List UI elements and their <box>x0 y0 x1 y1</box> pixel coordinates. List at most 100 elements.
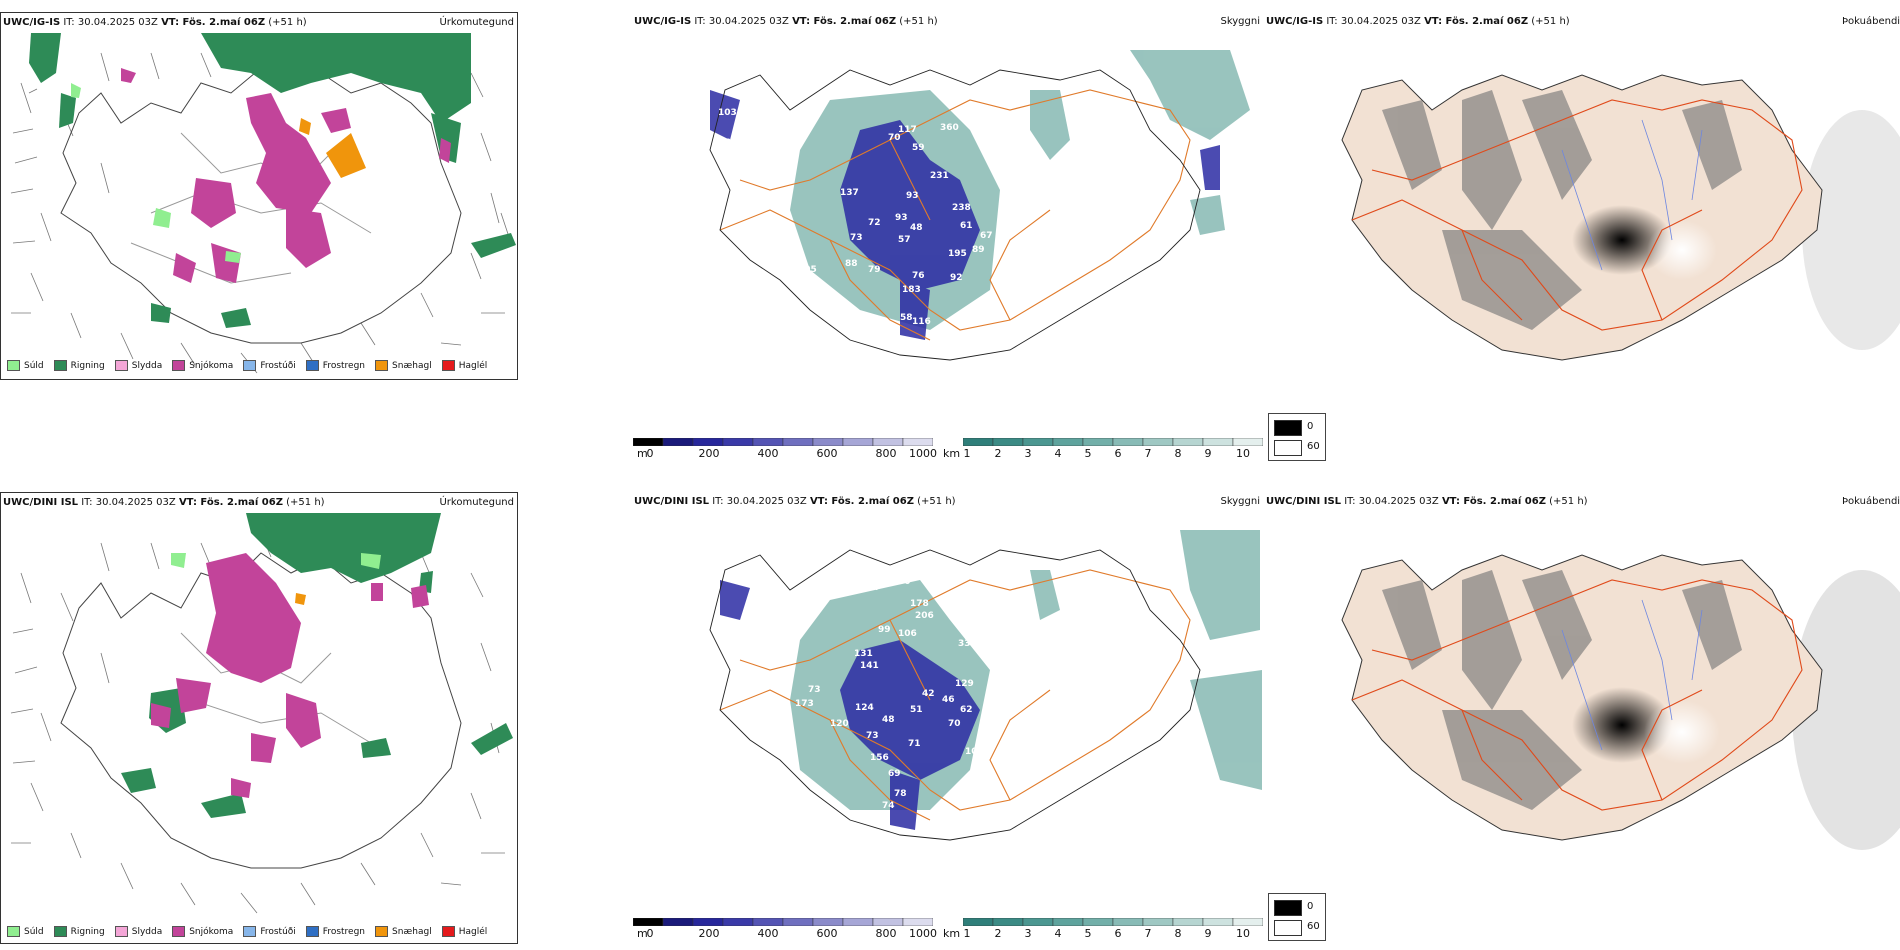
colorbar-tick: 2 <box>994 927 1002 940</box>
colorbar-tick: 6 <box>1114 447 1122 460</box>
legend-item: Snjókoma <box>172 926 233 937</box>
station-label: 104 <box>965 747 984 757</box>
colorbar-swatch <box>1142 918 1174 926</box>
legend-item: Haglél <box>441 926 488 937</box>
colorbar-swatch <box>1082 438 1114 446</box>
colorbar-swatch <box>902 438 933 446</box>
colorbar-swatch <box>722 918 754 926</box>
colorbar-swatch <box>872 918 904 926</box>
fog-legend-value: 0 <box>1307 421 1314 432</box>
station-label: 79 <box>868 265 881 275</box>
colorbar-swatch <box>902 918 933 926</box>
colorbar-swatch <box>1202 438 1234 446</box>
precip-panel-bottom: UWC/DINI ISL IT: 30.04.2025 03Z VT: Fös.… <box>0 492 518 944</box>
model-name: UWC/DINI ISL <box>3 497 79 508</box>
legend-item: Rigning <box>53 926 105 937</box>
drizzle-areas <box>171 553 381 569</box>
station-label: 137 <box>840 188 859 198</box>
legend-label: Slydda <box>131 926 163 937</box>
colorbar-tick: 8 <box>1174 447 1182 460</box>
fog-legend-bottom: 0 60 <box>1268 893 1326 941</box>
legend-swatch <box>305 360 319 371</box>
lead-time: (+51 h) <box>1549 496 1588 507</box>
rivers <box>1561 119 1703 271</box>
station-label: 102 <box>760 613 779 623</box>
valid-time: VT: Fös. 2.maí 06Z <box>178 497 283 508</box>
legend-item: Snæhagl <box>375 926 432 937</box>
legend-label: Slydda <box>131 360 163 371</box>
lead-time: (+51 h) <box>899 16 938 27</box>
station-label: 141 <box>860 661 879 671</box>
colorbar-tick: 7 <box>1144 447 1152 460</box>
station-label: 51 <box>910 705 923 715</box>
visibility-panel-top: UWC/IG-IS IT: 30.04.2025 03Z VT: Fös. 2.… <box>630 12 1262 452</box>
colorbar-tick: 7 <box>1144 927 1152 940</box>
precip-panel-top: UWC/IG-IS IT: 30.04.2025 03Z VT: Fös. 2.… <box>0 12 518 380</box>
panel-corner-label: Þokuábendi <box>1842 16 1900 27</box>
colorbar-swatch <box>633 918 664 926</box>
precip-legend: Súld Rigning Slydda Snjókoma Frostúði Fr… <box>7 926 487 937</box>
legend-item: Frostregn <box>305 926 365 937</box>
coastline <box>709 549 1201 841</box>
station-label: 360 <box>940 123 959 133</box>
station-label: 238 <box>952 203 971 213</box>
panel-title: UWC/IG-IS IT: 30.04.2025 03Z VT: Fös. 2.… <box>1266 16 1570 27</box>
fog-legend-value: 60 <box>1307 441 1320 452</box>
colorbar-unit: m <box>637 927 648 940</box>
legend-item: Frostúði <box>243 360 296 371</box>
fog-legend-swatch <box>1274 420 1302 436</box>
cloudbase-colorbar-top: m 0 200 400 600 800 1000 <box>633 438 937 462</box>
colorbar-tick: 2 <box>994 447 1002 460</box>
colorbar-tick: 200 <box>698 447 720 460</box>
station-label: 129 <box>955 679 974 689</box>
station-label: 334 <box>958 639 977 649</box>
legend-swatch <box>375 926 389 937</box>
legend-label: Snjókoma <box>189 926 234 937</box>
legend-label: Haglél <box>458 926 488 937</box>
station-label: 124 <box>855 703 874 713</box>
model-name: UWC/IG-IS <box>1266 16 1324 27</box>
model-name: UWC/DINI ISL <box>634 496 710 507</box>
station-label: 88 <box>845 259 858 269</box>
terrain-shading <box>1382 570 1742 810</box>
roads <box>1351 99 1803 331</box>
station-label: 116 <box>912 317 931 327</box>
legend-label: Snjókoma <box>189 360 234 371</box>
colorbar-tick: 200 <box>698 927 720 940</box>
colorbar-swatch <box>1082 918 1114 926</box>
snow-pellet-areas <box>295 593 306 605</box>
station-label: 98 <box>1050 531 1063 541</box>
legend-item: Slydda <box>114 926 163 937</box>
panel-corner-label: Úrkomutegund <box>439 17 514 28</box>
legend-swatch <box>243 926 257 937</box>
visibility-panel-bottom: UWC/DINI ISL IT: 30.04.2025 03Z VT: Fös.… <box>630 492 1262 912</box>
station-label: 73 <box>866 731 879 741</box>
colorbar-swatch <box>633 438 664 446</box>
station-label: 78 <box>894 789 907 799</box>
valid-time: VT: Fös. 2.maí 06Z <box>809 496 914 507</box>
colorbar-swatch <box>692 918 724 926</box>
roads <box>1351 579 1803 811</box>
cloudbase-shading <box>710 90 1220 340</box>
colorbar-swatch <box>662 438 694 446</box>
valid-time: VT: Fös. 2.maí 06Z <box>161 17 266 28</box>
colorbar-tick: 600 <box>816 447 838 460</box>
cloudbase-shading <box>720 580 980 830</box>
station-label: 106 <box>898 629 917 639</box>
visibility-colorbar-top: km 1 2 3 4 5 6 7 8 9 10 <box>943 438 1263 462</box>
legend-swatch <box>7 360 20 371</box>
legend-swatch <box>53 926 67 937</box>
snow-areas <box>121 68 451 283</box>
wind-barbs <box>10 532 505 914</box>
legend-label: Snæhagl <box>392 926 432 937</box>
colorbar-swatch <box>662 918 694 926</box>
station-label: 13 <box>812 283 825 293</box>
legend-label: Súld <box>24 360 44 371</box>
legend-swatch <box>305 926 319 937</box>
colorbar-swatch <box>842 438 874 446</box>
station-label: 70 <box>888 133 901 143</box>
fog-map <box>1341 554 1900 850</box>
station-label: 173 <box>795 699 814 709</box>
valid-time: VT: Fös. 2.maí 06Z <box>1424 16 1529 27</box>
station-label: 72 <box>868 218 881 228</box>
